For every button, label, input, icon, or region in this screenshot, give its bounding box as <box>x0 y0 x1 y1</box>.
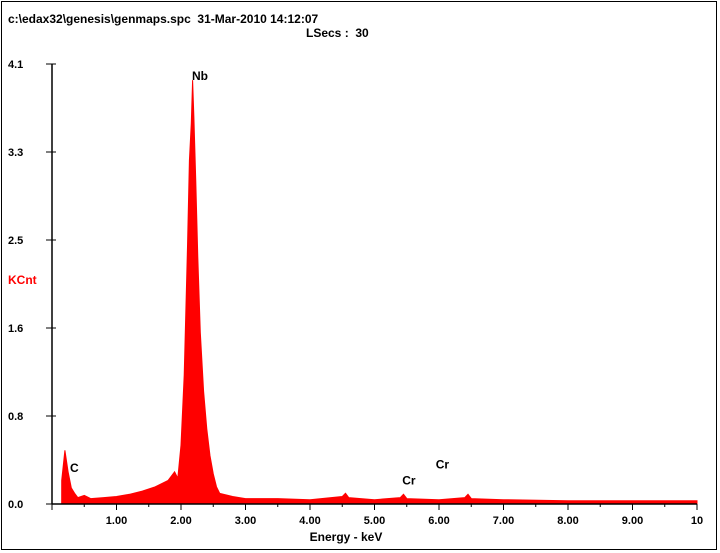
y-tick-label: 3.3 <box>8 147 23 159</box>
x-tick-label: 5.00 <box>364 515 385 527</box>
y-tick-label: 1.6 <box>8 323 23 335</box>
peak-label-cr: Cr <box>402 474 416 488</box>
spectrum-header: c:\edax32\genesis\genmaps.spc 31-Mar-201… <box>8 12 369 40</box>
x-tick-label: 2.00 <box>170 515 191 527</box>
spectrum-area <box>61 80 698 505</box>
peak-label-c: C <box>70 461 79 475</box>
y-tick-label: 0.0 <box>8 499 23 511</box>
lsecs-readout: LSecs : 30 <box>306 26 369 40</box>
x-tick-label: 6.00 <box>428 515 449 527</box>
peak-label-nb: Nb <box>192 69 208 83</box>
y-tick-label: 2.5 <box>8 235 23 247</box>
y-tick-label: 4.1 <box>8 59 23 71</box>
x-tick-label: 9.00 <box>622 515 643 527</box>
x-tick-label: 8.00 <box>557 515 578 527</box>
x-tick-label: 3.00 <box>235 515 256 527</box>
peak-label-cr: Cr <box>436 458 450 472</box>
file-info: c:\edax32\genesis\genmaps.spc 31-Mar-201… <box>8 12 319 26</box>
y-tick-label: 0.8 <box>8 411 23 423</box>
x-tick-label: 4.00 <box>299 515 320 527</box>
x-tick-label: 7.00 <box>493 515 514 527</box>
x-tick-label: 1.00 <box>106 515 127 527</box>
y-axis-label: KCnt <box>8 273 37 287</box>
x-axis-label: Energy - keV <box>310 530 383 544</box>
x-tick-label: 10 <box>691 515 703 527</box>
